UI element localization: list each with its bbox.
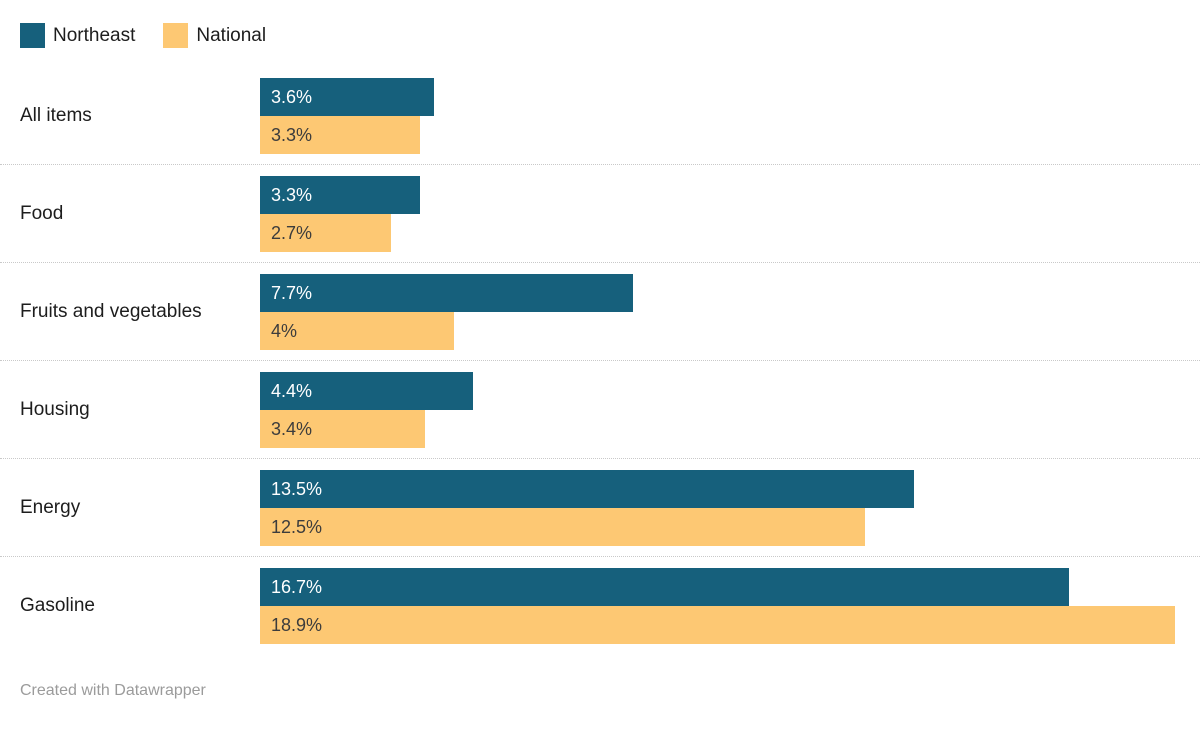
chart-row-housing: Housing 4.4% 3.4% [20,372,1180,448]
chart-row-all-items: All items 3.6% 3.3% [20,78,1180,154]
row-separator [0,458,1200,459]
attribution-text: Created with Datawrapper [20,682,206,699]
chart-row-food: Food 3.3% 2.7% [20,176,1180,252]
row-separator [0,164,1200,165]
category-label: Housing [20,399,90,420]
legend: Northeast National [20,23,1180,48]
bar-national: 2.7% [260,214,391,252]
bar-national: 4% [260,312,454,350]
legend-label-northeast: Northeast [53,24,136,46]
bar-value-label: 18.9% [271,614,323,635]
bar-value-label: 3.4% [271,418,313,439]
chart-row-energy: Energy 13.5% 12.5% [20,470,1180,546]
category-label: Gasoline [20,595,95,616]
bar-value-label: 4.4% [271,380,313,401]
bar-value-label: 13.5% [271,478,323,499]
legend-swatch-national-icon [163,23,189,48]
category-label: Fruits and vegetables [20,301,202,322]
bar-value-label: 2.7% [271,222,313,243]
bar-northeast: 7.7% [260,274,633,312]
legend-item-national: National [163,23,266,48]
bar-national: 18.9% [260,606,1176,644]
row-separator [0,262,1200,263]
bar-value-label: 3.3% [271,184,313,205]
bar-value-label: 4% [271,320,298,341]
bar-northeast: 13.5% [260,470,914,508]
legend-item-northeast: Northeast [20,23,135,48]
bar-northeast: 3.3% [260,176,420,214]
bar-value-label: 3.6% [271,86,313,107]
bar-value-label: 7.7% [271,282,313,303]
chart-row-gasoline: Gasoline 16.7% 18.9% [20,568,1180,644]
legend-swatch-northeast-icon [20,23,45,48]
bar-national: 12.5% [260,508,866,546]
bar-northeast: 4.4% [260,372,474,410]
plot-area: All items 3.6% 3.3% Food 3.3% 2.7% [0,78,1200,644]
bar-value-label: 3.3% [271,124,313,145]
bar-national: 3.4% [260,410,425,448]
bar-northeast: 16.7% [260,568,1069,606]
bar-value-label: 12.5% [271,516,323,537]
row-separator [0,360,1200,361]
category-label: Energy [20,497,81,518]
bar-northeast: 3.6% [260,78,435,116]
chart-row-fruits-and-vegetables: Fruits and vegetables 7.7% 4% [20,274,1180,350]
category-label: Food [20,203,64,224]
row-separator [0,556,1200,557]
category-label: All items [20,105,92,126]
bar-national: 3.3% [260,116,420,154]
bar-value-label: 16.7% [271,576,323,597]
legend-label-national: National [196,24,267,46]
